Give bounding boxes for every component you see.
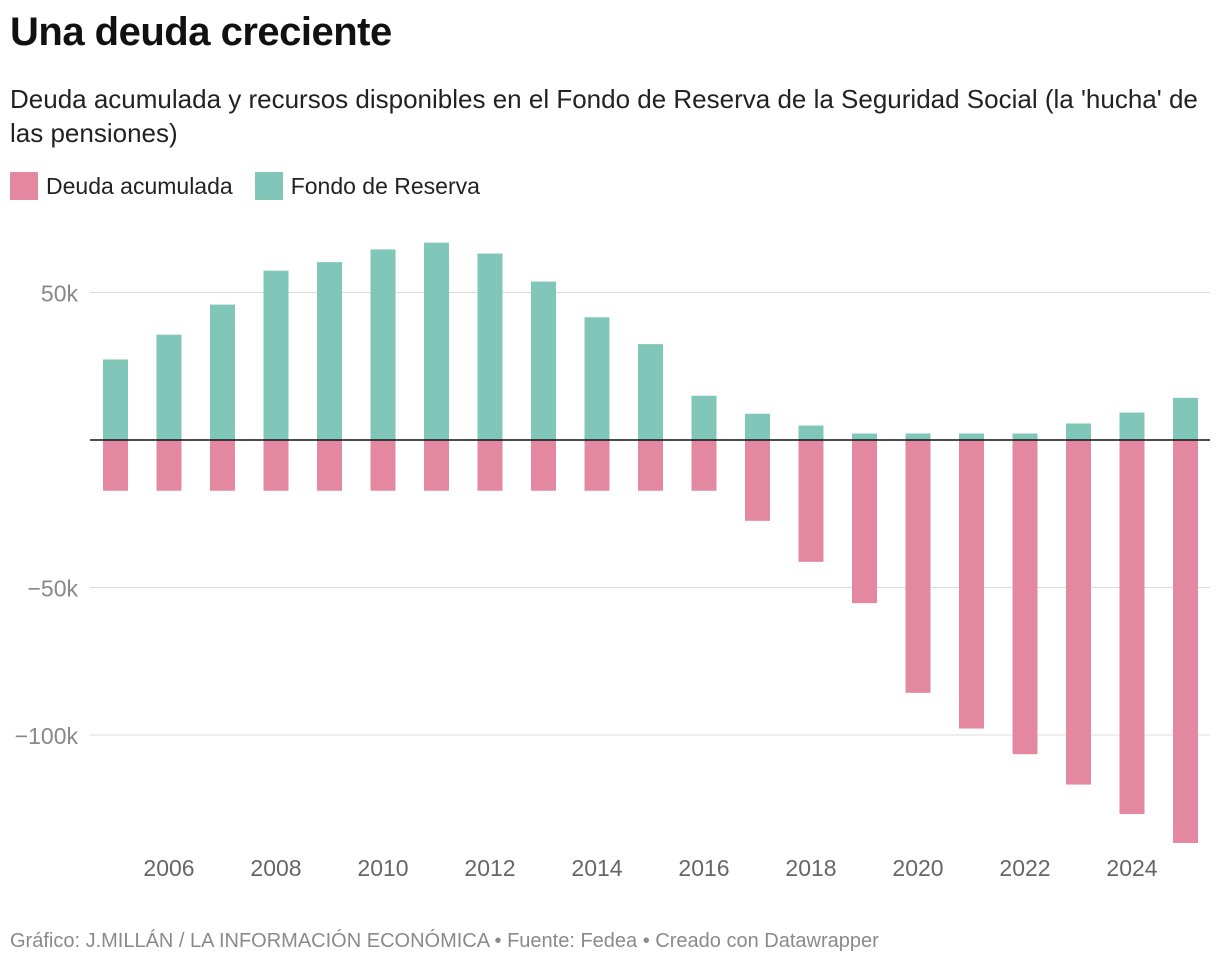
chart-title: Una deuda creciente [10,10,392,54]
bar-deuda [691,440,717,491]
legend-label-fondo: Fondo de Reserva [290,172,480,199]
bar-fondo [691,395,717,440]
bar-fondo [424,242,449,440]
x-tick-label: 2020 [892,855,943,881]
bar-deuda [745,440,770,521]
y-tick-label: −50k [27,576,78,602]
bar-deuda [263,440,289,491]
bar-deuda [210,440,235,491]
bar-deuda [798,440,824,562]
bar-deuda [1066,440,1091,785]
legend-label-deuda: Deuda acumulada [46,172,233,199]
bar-fondo [370,249,396,440]
bar-fondo [156,334,182,440]
bar-deuda [156,440,182,491]
bar-deuda [103,440,128,491]
bar-deuda [1012,440,1038,755]
bar-fondo [1012,433,1038,440]
bar-fondo [1119,412,1145,440]
bar-fondo [798,425,824,440]
y-tick-label: −100k [15,723,79,749]
bar-fondo [531,281,556,440]
x-tick-label: 2014 [571,855,622,881]
bar-deuda [852,440,877,604]
x-tick-label: 2022 [999,855,1050,881]
bar-deuda [477,440,503,491]
bar-deuda [1173,440,1198,843]
x-tick-label: 2018 [785,855,836,881]
legend-swatch-deuda [10,172,38,200]
bar-deuda [584,440,610,491]
bar-fondo [317,262,342,440]
x-tick-label: 2012 [464,855,515,881]
bar-fondo [852,433,877,440]
x-tick-label: 2016 [678,855,729,881]
chart-footer: Gráfico: J.MILLÁN / LA INFORMACIÓN ECONÓ… [10,930,879,952]
legend-item-fondo: Fondo de Reserva [254,172,480,200]
bar-deuda [370,440,396,491]
bar-fondo [905,433,931,440]
bar-deuda [424,440,449,491]
legend: Deuda acumulada Fondo de Reserva [10,172,502,200]
bar-deuda [317,440,342,491]
bar-chart: 50k −50k −100k 2006 2008 2010 2012 2014 2016 2018… [15,242,1210,881]
bar-fondo [638,344,663,440]
bar-deuda [959,440,984,729]
bar-deuda [905,440,931,693]
bar-deuda [638,440,663,491]
bar-fondo [1173,397,1198,440]
legend-item-deuda: Deuda acumulada [10,172,233,200]
x-tick-label: 2024 [1106,855,1157,881]
bar-fondo [1066,423,1091,440]
bar-fondo [103,359,128,440]
bar-fondo [210,304,235,440]
bar-deuda [531,440,556,491]
x-tick-label: 2006 [143,855,194,881]
bar-fondo [745,413,770,440]
y-tick-label: 50k [41,281,79,307]
legend-swatch-fondo [254,172,283,200]
bar-fondo [263,270,289,440]
chart-subtitle: Deuda acumulada y recursos disponibles e… [10,84,1198,148]
x-tick-label: 2010 [357,855,408,881]
x-tick-label: 2008 [250,855,301,881]
bar-fondo [584,317,610,440]
bar-fondo [477,253,503,440]
bar-deuda [1119,440,1145,815]
bar-fondo [959,433,984,440]
